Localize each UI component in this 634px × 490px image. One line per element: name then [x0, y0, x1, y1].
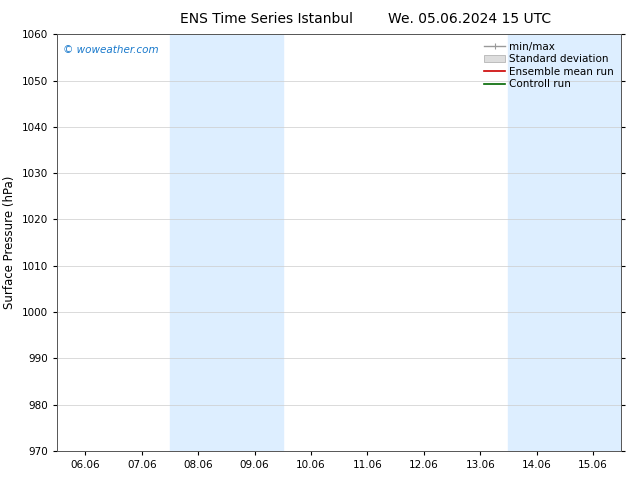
Text: © woweather.com: © woweather.com [63, 45, 158, 55]
Text: We. 05.06.2024 15 UTC: We. 05.06.2024 15 UTC [387, 12, 551, 26]
Bar [170, 34, 283, 451]
Y-axis label: Surface Pressure (hPa): Surface Pressure (hPa) [3, 176, 16, 309]
Bar [508, 34, 621, 451]
Text: ENS Time Series Istanbul: ENS Time Series Istanbul [180, 12, 353, 26]
Legend: min/max, Standard deviation, Ensemble mean run, Controll run: min/max, Standard deviation, Ensemble me… [482, 40, 616, 92]
